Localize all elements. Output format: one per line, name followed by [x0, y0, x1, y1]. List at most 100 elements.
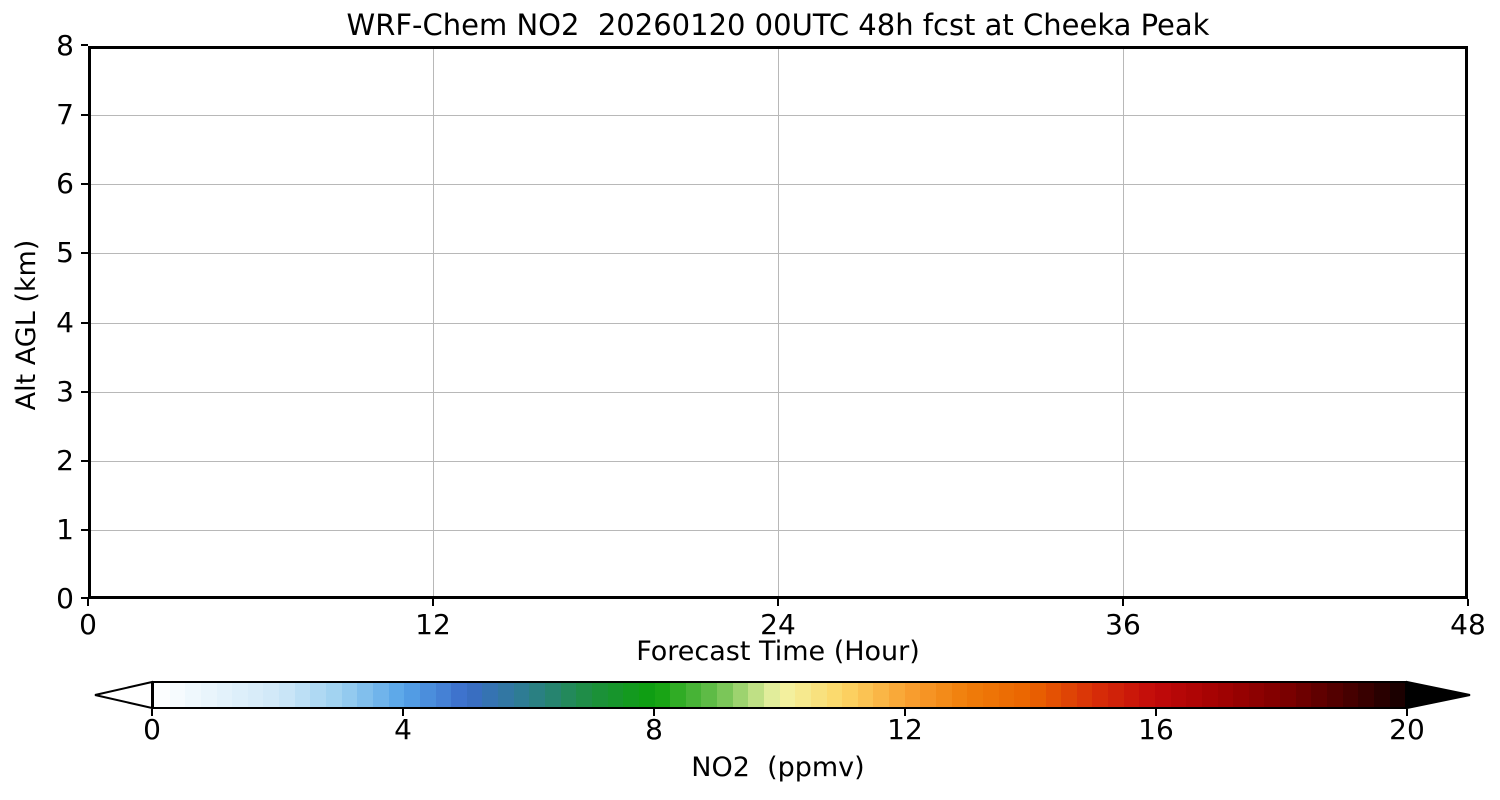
- colorbar-segment: [185, 683, 201, 707]
- colorbar-segment: [372, 683, 389, 707]
- x-tick-label: 0: [79, 608, 97, 641]
- colorbar-segment: [638, 683, 655, 707]
- colorbar-segment: [951, 683, 968, 707]
- colorbar-segment: [763, 683, 780, 707]
- colorbar-segment: [717, 683, 733, 707]
- colorbar-segment: [169, 683, 186, 707]
- gridline-v: [778, 49, 779, 596]
- colorbar-segment: [670, 683, 686, 707]
- y-tick-label: 8: [56, 29, 74, 62]
- colorbar-segment: [1061, 683, 1077, 707]
- y-tick: [81, 44, 88, 46]
- colorbar-segment: [685, 683, 702, 707]
- colorbar-segment: [1155, 683, 1171, 707]
- colorbar-tick-label: 16: [1138, 713, 1174, 746]
- colorbar-segment: [1014, 683, 1030, 707]
- x-tick: [1467, 599, 1469, 606]
- colorbar-segment: [1092, 683, 1109, 707]
- colorbar-segment: [920, 683, 937, 707]
- colorbar-segment: [732, 683, 749, 707]
- colorbar-segment: [623, 683, 639, 707]
- colorbar-tick: [1155, 709, 1157, 716]
- colorbar-segment: [842, 683, 858, 707]
- colorbar-segment: [1389, 683, 1406, 707]
- y-tick: [81, 252, 88, 255]
- colorbar-tick-label: 4: [394, 713, 412, 746]
- colorbar-segment: [1327, 683, 1343, 707]
- y-tick: [81, 390, 88, 393]
- chart-title: WRF-Chem NO2 20260120 00UTC 48h fcst at …: [346, 8, 1210, 42]
- colorbar-segment: [1108, 683, 1124, 707]
- colorbar-label: NO2 (ppmv): [691, 752, 865, 783]
- colorbar-segment: [1311, 683, 1328, 707]
- y-tick-label: 0: [56, 582, 74, 615]
- x-tick: [432, 599, 434, 606]
- colorbar-tick: [402, 709, 404, 716]
- colorbar-segment: [435, 683, 452, 707]
- colorbar-segment: [982, 683, 999, 707]
- colorbar-tick-label: 12: [887, 713, 923, 746]
- colorbar-tick-label: 8: [645, 713, 663, 746]
- colorbar-segment: [451, 683, 467, 707]
- colorbar-segment: [1076, 683, 1093, 707]
- y-tick-label: 7: [56, 98, 74, 132]
- colorbar-segment: [388, 683, 405, 707]
- gridline-v: [1123, 49, 1124, 596]
- colorbar-segment: [357, 683, 373, 707]
- colorbar-tick: [151, 709, 153, 716]
- x-tick: [777, 599, 779, 606]
- colorbar-tick: [653, 709, 655, 716]
- colorbar-segment: [560, 683, 577, 707]
- colorbar-segment: [1264, 683, 1281, 707]
- colorbar-segment: [1186, 683, 1202, 707]
- x-axis-label: Forecast Time (Hour): [636, 636, 920, 667]
- colorbar-segment: [1233, 683, 1249, 707]
- colorbar-tick-label: 20: [1389, 713, 1425, 746]
- colorbar-segment: [873, 683, 890, 707]
- y-axis-label: Alt AGL (km): [11, 239, 42, 411]
- colorbar: [152, 681, 1407, 709]
- colorbar-segment: [1373, 683, 1390, 707]
- y-tick: [81, 597, 88, 599]
- x-tick: [87, 599, 89, 606]
- colorbar-segment: [247, 683, 264, 707]
- colorbar-segment: [529, 683, 546, 707]
- colorbar-segment: [263, 683, 280, 707]
- colorbar-segment: [1358, 683, 1374, 707]
- colorbar-segment: [200, 683, 217, 707]
- colorbar-segment: [1342, 683, 1359, 707]
- colorbar-segment: [857, 683, 874, 707]
- colorbar-segment: [591, 683, 608, 707]
- y-tick: [81, 321, 88, 324]
- colorbar-segment: [341, 683, 358, 707]
- colorbar-segment: [779, 683, 796, 707]
- colorbar-segment: [967, 683, 983, 707]
- y-tick: [81, 183, 88, 186]
- colorbar-segment: [748, 683, 764, 707]
- colorbar-segment: [326, 683, 342, 707]
- colorbar-segment: [1201, 683, 1218, 707]
- y-tick-label: 1: [56, 512, 74, 546]
- colorbar-segment: [498, 683, 514, 707]
- colorbar-segment: [1280, 683, 1296, 707]
- colorbar-segment: [936, 683, 952, 707]
- gridline-v: [433, 49, 434, 596]
- x-tick: [1122, 599, 1124, 606]
- y-tick-label: 2: [56, 443, 74, 477]
- x-tick-label: 36: [1105, 608, 1141, 641]
- colorbar-segment: [1295, 683, 1312, 707]
- colorbar-segment: [826, 683, 843, 707]
- colorbar-segment: [1139, 683, 1155, 707]
- colorbar-segment: [216, 683, 233, 707]
- colorbar-segment: [404, 683, 420, 707]
- x-tick-label: 12: [415, 608, 451, 641]
- colorbar-segment: [1170, 683, 1187, 707]
- y-tick: [81, 459, 88, 462]
- colorbar-segment: [654, 683, 671, 707]
- colorbar-segment: [310, 683, 327, 707]
- colorbar-tick: [904, 709, 906, 716]
- colorbar-segment: [607, 683, 624, 707]
- colorbar-segment: [513, 683, 530, 707]
- colorbar-tick-label: 0: [143, 713, 161, 746]
- colorbar-segment: [466, 683, 483, 707]
